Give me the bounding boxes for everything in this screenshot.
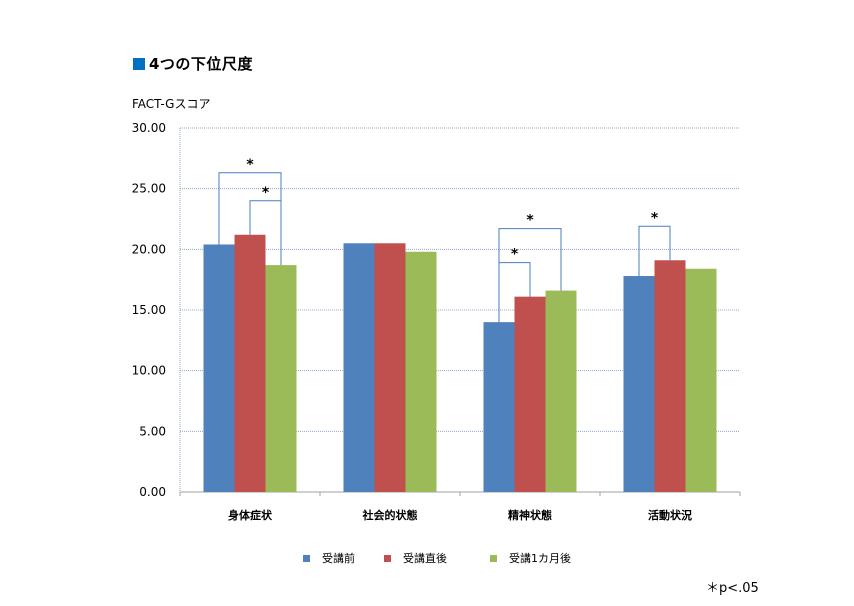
y-tick-label: 0.00 (139, 485, 166, 499)
y-tick-label: 20.00 (132, 242, 166, 256)
significance-bracket (498, 228, 562, 323)
bar (343, 243, 375, 492)
significance-label: * (651, 210, 659, 226)
significance-label: * (511, 247, 519, 263)
x-category-label: 精神状態 (508, 508, 552, 522)
y-tick-label: 10.00 (132, 364, 166, 378)
chart-title-text: 4つの下位尺度 (149, 55, 253, 73)
x-category-label: 身体症状 (228, 508, 273, 522)
bar (623, 276, 655, 492)
footnote: ＊p<.05 (706, 581, 759, 596)
legend-swatch (384, 555, 391, 562)
y-tick-label: 30.00 (132, 121, 166, 135)
significance-bracket (638, 225, 671, 277)
significance-bracket (218, 172, 282, 266)
bar (545, 290, 577, 492)
y-axis-label: FACT-Gスコア (132, 97, 211, 111)
bar (405, 251, 437, 492)
legend-label: 受講1カ月後 (509, 551, 571, 565)
chart-title: 4つの下位尺度 (133, 53, 253, 74)
bar (203, 244, 235, 492)
bar (514, 296, 546, 492)
legend-swatch (303, 555, 310, 562)
bar (483, 322, 515, 492)
bar (374, 243, 406, 492)
bar (234, 234, 266, 493)
y-tick-label: 25.00 (132, 182, 166, 196)
x-category-label: 活動状況 (648, 508, 692, 522)
significance-label: * (526, 213, 534, 229)
bar (685, 268, 717, 492)
title-square-icon (133, 57, 145, 70)
legend-label: 受講前 (322, 551, 355, 565)
y-tick-label: 15.00 (132, 303, 166, 317)
significance-label: * (262, 185, 270, 201)
x-category-label: 社会的状態 (362, 508, 418, 522)
significance-label: * (246, 157, 254, 173)
legend-swatch (490, 555, 497, 562)
y-tick-label: 5.00 (139, 424, 166, 438)
legend-label: 受講直後 (403, 551, 447, 565)
bar (265, 265, 297, 492)
bar (654, 260, 686, 492)
